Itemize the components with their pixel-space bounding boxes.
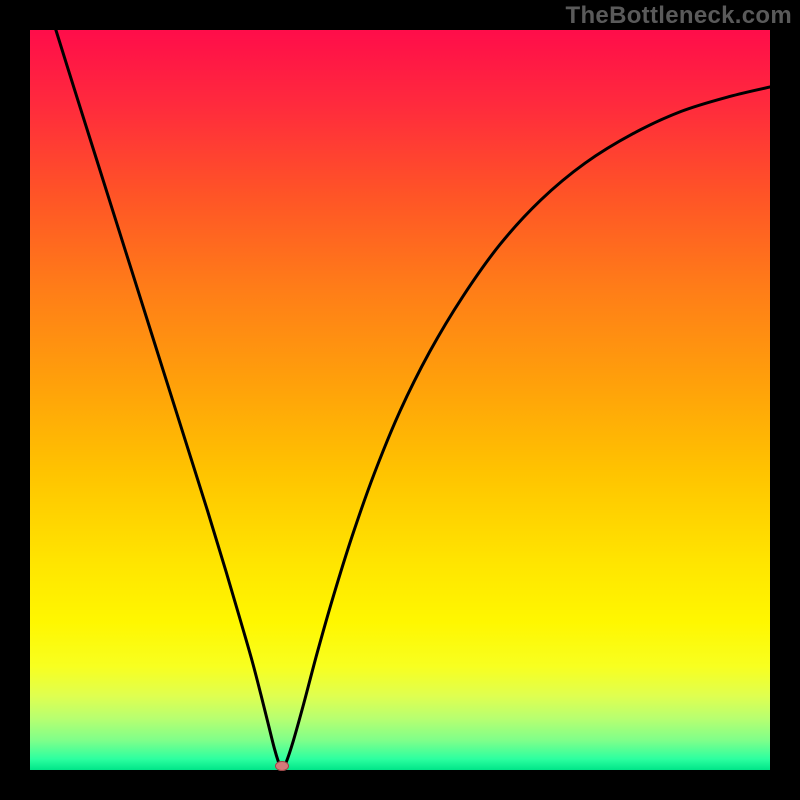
bottleneck-curve <box>56 30 770 770</box>
plot-area <box>30 30 770 770</box>
watermark-text: TheBottleneck.com <box>566 2 792 30</box>
curve-layer <box>30 30 770 770</box>
chart-canvas: TheBottleneck.com <box>0 0 800 800</box>
minimum-marker <box>275 761 289 771</box>
